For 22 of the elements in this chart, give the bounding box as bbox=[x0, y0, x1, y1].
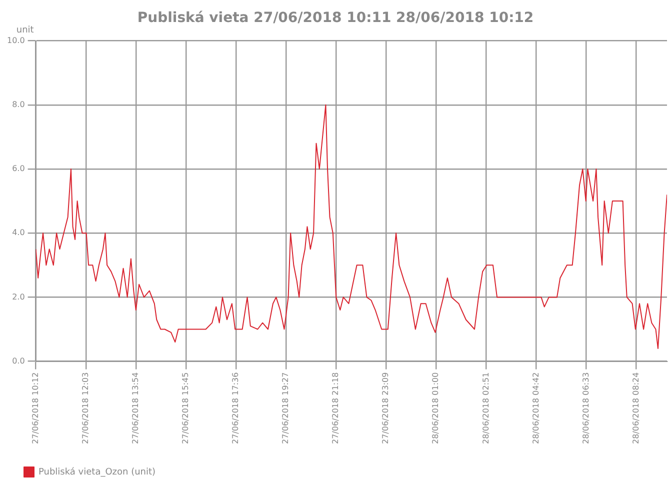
x-tick-label: 28/06/2018 02:51 bbox=[481, 372, 490, 444]
legend-label: Publiská vieta_Ozon (unit) bbox=[38, 466, 156, 478]
x-tick-label: 27/06/2018 15:45 bbox=[181, 372, 190, 444]
y-tick-label: 6.0 bbox=[12, 164, 25, 174]
x-tick-label: 28/06/2018 08:24 bbox=[631, 372, 640, 444]
chart-title: Publiská vieta 27/06/2018 10:11 28/06/2018 10:12 bbox=[137, 10, 534, 26]
y-tick-label: 2.0 bbox=[12, 292, 25, 302]
x-tick-label: 28/06/2018 06:33 bbox=[581, 372, 590, 444]
x-tick-label: 27/06/2018 21:18 bbox=[331, 372, 340, 444]
y-axis-title: unit bbox=[16, 26, 34, 36]
x-tick-label: 27/06/2018 19:27 bbox=[281, 372, 290, 444]
y-tick-label: 4.0 bbox=[12, 228, 25, 238]
x-tick-label: 27/06/2018 12:03 bbox=[80, 372, 90, 444]
x-tick-label: 27/06/2018 23:09 bbox=[381, 372, 390, 444]
x-tick-label: 27/06/2018 10:12 bbox=[30, 372, 40, 444]
x-tick-label: 27/06/2018 17:36 bbox=[231, 372, 240, 444]
y-tick-label: 0.0 bbox=[12, 356, 25, 366]
y-tick-label: 10.0 bbox=[7, 36, 25, 45]
x-tick-label: 28/06/2018 04:42 bbox=[531, 372, 540, 444]
y-tick-label: 8.0 bbox=[12, 100, 25, 109]
x-tick-label: 28/06/2018 01:00 bbox=[431, 372, 440, 444]
x-tick-label: 27/06/2018 13:54 bbox=[130, 372, 140, 444]
